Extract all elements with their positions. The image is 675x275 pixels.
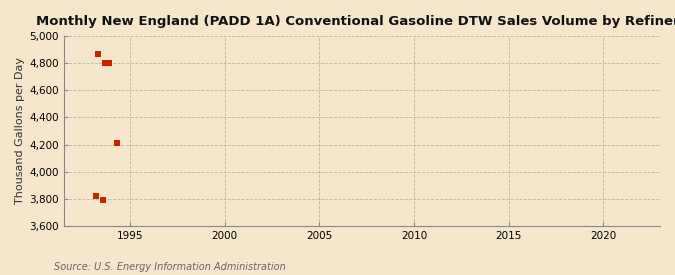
Point — [92, 51, 103, 56]
Title: Monthly New England (PADD 1A) Conventional Gasoline DTW Sales Volume by Refiners: Monthly New England (PADD 1A) Convention… — [36, 15, 675, 28]
Point — [98, 198, 109, 202]
Point — [90, 194, 101, 198]
Point — [104, 61, 115, 65]
Y-axis label: Thousand Gallons per Day: Thousand Gallons per Day — [15, 57, 25, 205]
Point — [111, 141, 122, 145]
Point — [100, 61, 111, 65]
Text: Source: U.S. Energy Information Administration: Source: U.S. Energy Information Administ… — [54, 262, 286, 272]
